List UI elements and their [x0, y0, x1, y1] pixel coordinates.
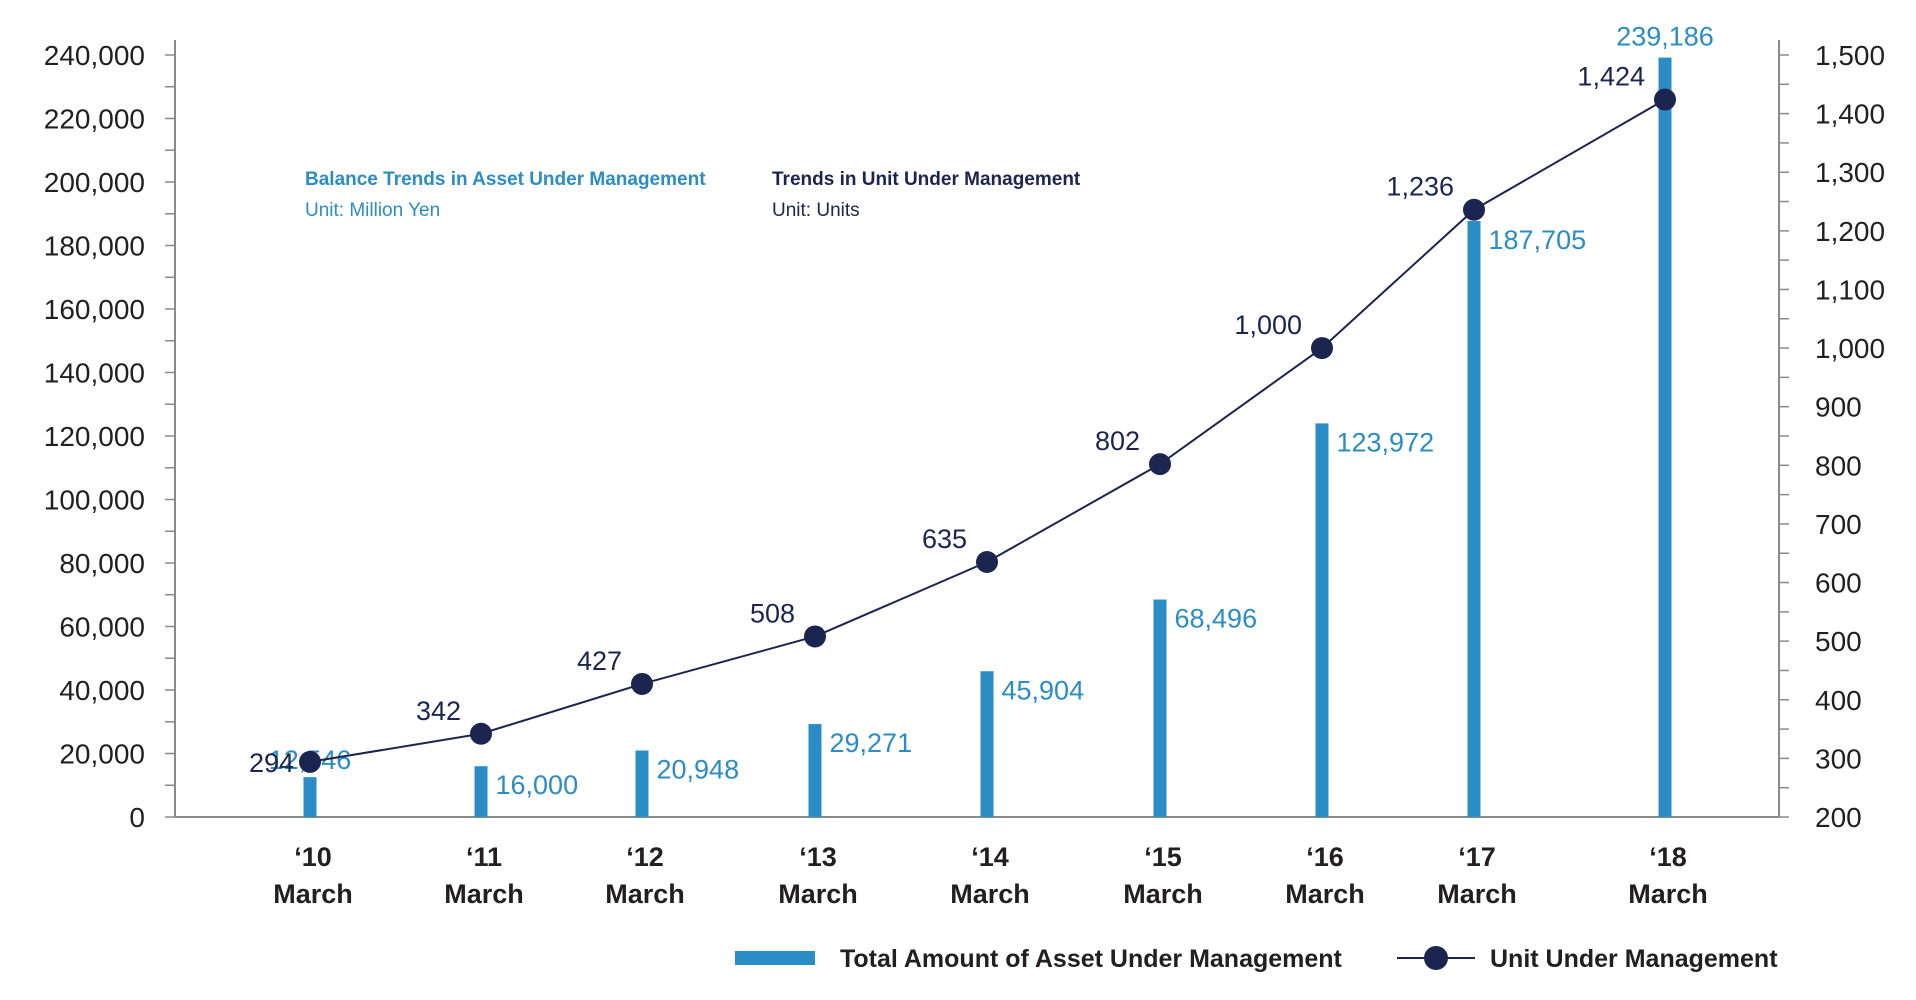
line-value-label: 508: [750, 598, 795, 628]
category-year-label: ‘15: [1144, 842, 1182, 872]
bar: [1315, 423, 1329, 817]
line-point: [1463, 198, 1485, 221]
line-value-label: 635: [922, 524, 967, 554]
category-year-label: ‘14: [971, 842, 1009, 872]
bar-series: 12,54616,00020,94829,27145,90468,496123,…: [269, 22, 1714, 817]
line-point: [976, 551, 998, 574]
right-tick-label: 500: [1815, 626, 1862, 657]
legend-marker-icon: [1424, 946, 1448, 970]
left-tick-label: 60,000: [59, 612, 145, 643]
right-tick-label: 1,500: [1815, 40, 1885, 71]
line-series: 294 342 427 508 635 802 1,000 1,236 1,424: [249, 62, 1676, 778]
legend: Total Amount of Asset Under Management U…: [735, 945, 1778, 973]
line-point: [1149, 453, 1171, 476]
unit-trend-line: [309, 98, 1666, 763]
category-year-label: ‘10: [294, 842, 332, 872]
annotation-asset-unit: Unit: Million Yen: [305, 200, 440, 221]
line-value-label: 1,424: [1577, 62, 1645, 92]
left-tick-label: 240,000: [44, 40, 145, 71]
axes: [174, 40, 1780, 818]
left-tick-label: 160,000: [44, 294, 145, 325]
annotation-asset-title: Balance Trends in Asset Under Management: [305, 169, 706, 190]
left-axis-ticks: 0 20,000 40,000 60,000 80,000 100,000 120,000 1…: [44, 40, 175, 833]
right-tick-label: 800: [1815, 450, 1862, 481]
bar-value-label: 29,271: [830, 728, 913, 758]
left-tick-label: 100,000: [44, 485, 145, 516]
right-tick-label: 200: [1815, 802, 1862, 833]
category-month-label: March: [444, 879, 524, 909]
line-point: [299, 750, 321, 773]
bar: [808, 724, 822, 817]
line-point: [1654, 88, 1676, 111]
legend-bar-swatch: [735, 951, 815, 965]
bar-value-label: 16,000: [496, 770, 579, 800]
right-tick-label: 700: [1815, 509, 1862, 540]
category-month-label: March: [605, 879, 685, 909]
line-point: [631, 672, 653, 695]
line-point: [470, 722, 492, 745]
right-tick-label: 1,300: [1815, 157, 1885, 188]
bar: [1467, 221, 1481, 817]
category-year-label: ‘13: [799, 842, 837, 872]
right-tick-label: 1,400: [1815, 99, 1885, 130]
right-tick-label: 1,200: [1815, 216, 1885, 247]
line-value-label: 1,000: [1234, 310, 1302, 340]
category-year-label: ‘17: [1458, 842, 1496, 872]
bar-value-label: 68,496: [1175, 604, 1258, 634]
line-point: [804, 625, 826, 648]
category-labels: ‘10 March ‘11 March ‘12 March ‘13 March ‘14 March…: [273, 842, 1708, 909]
category-month-label: March: [273, 879, 353, 909]
line-value-label: 1,236: [1386, 172, 1454, 202]
category-year-label: ‘11: [466, 842, 502, 872]
bar: [1658, 57, 1672, 817]
left-tick-label: 20,000: [59, 739, 145, 770]
line-value-label: 342: [416, 696, 461, 726]
right-tick-label: 1,100: [1815, 274, 1885, 305]
left-tick-label: 40,000: [59, 675, 145, 706]
bar: [1153, 599, 1167, 817]
right-tick-label: 1,000: [1815, 333, 1885, 364]
category-month-label: March: [778, 879, 858, 909]
right-tick-label: 400: [1815, 685, 1862, 716]
bar: [635, 750, 649, 817]
annotation-units: Trends in Unit Under Management Unit: Un…: [772, 169, 1081, 221]
bar: [303, 777, 317, 817]
annotation-asset: Balance Trends in Asset Under Management…: [305, 169, 706, 221]
left-tick-label: 180,000: [44, 231, 145, 262]
bar-value-label: 123,972: [1337, 427, 1435, 457]
left-tick-label: 220,000: [44, 104, 145, 135]
line-value-label: 427: [577, 646, 622, 676]
line-value-label: 802: [1095, 426, 1140, 456]
category-month-label: March: [1628, 879, 1708, 909]
bar-value-label: 239,186: [1616, 22, 1714, 52]
category-year-label: ‘12: [626, 842, 664, 872]
category-year-label: ‘18: [1649, 842, 1687, 872]
category-month-label: March: [1437, 879, 1517, 909]
category-year-label: ‘16: [1306, 842, 1344, 872]
category-month-label: March: [950, 879, 1030, 909]
bar: [980, 671, 994, 817]
right-tick-label: 600: [1815, 568, 1862, 599]
annotation-units-unit: Unit: Units: [772, 200, 860, 221]
left-tick-label: 140,000: [44, 358, 145, 389]
legend-bar-label: Total Amount of Asset Under Management: [840, 945, 1343, 973]
annotation-units-title: Trends in Unit Under Management: [772, 169, 1081, 190]
legend-line-label: Unit Under Management: [1490, 945, 1778, 973]
left-tick-label: 0: [129, 802, 145, 833]
bar-value-label: 45,904: [1002, 675, 1085, 705]
right-axis-ticks: 200 300 400 500 600 700 800 900 1,000 1,100 1,200 1…: [1779, 40, 1885, 833]
line-value-label: 294: [249, 748, 294, 778]
category-month-label: March: [1285, 879, 1365, 909]
bar-value-label: 20,948: [657, 754, 740, 784]
line-point: [1311, 337, 1333, 360]
right-tick-label: 900: [1815, 392, 1862, 423]
left-tick-label: 80,000: [59, 548, 145, 579]
left-tick-label: 200,000: [44, 167, 145, 198]
left-tick-label: 120,000: [44, 421, 145, 452]
bar: [474, 766, 488, 817]
category-month-label: March: [1123, 879, 1203, 909]
bar-value-label: 187,705: [1489, 225, 1587, 255]
right-tick-label: 300: [1815, 743, 1862, 774]
